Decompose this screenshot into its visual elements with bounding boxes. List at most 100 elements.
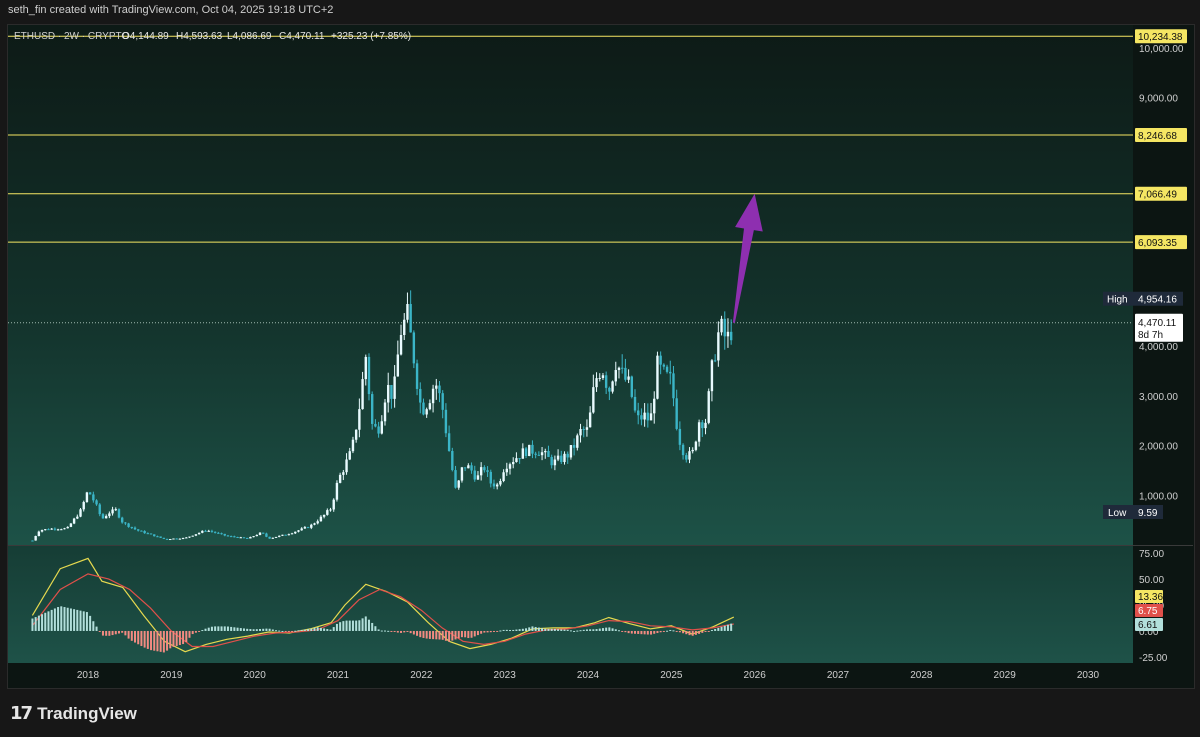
candle-body	[229, 536, 233, 538]
histogram-bar	[499, 630, 502, 632]
histogram-bar	[707, 630, 710, 632]
candle-body	[451, 450, 454, 471]
histogram-bar	[326, 629, 329, 631]
candle-body	[627, 376, 630, 380]
candle-body	[348, 451, 351, 460]
histogram-bar	[598, 628, 601, 631]
legend-change: +325.23 (+7.85%)	[331, 31, 411, 42]
candle-body	[53, 528, 57, 530]
histogram-bar	[172, 630, 175, 647]
histogram-bar	[153, 630, 156, 651]
histogram-bar	[201, 630, 204, 632]
candle-body	[422, 402, 425, 415]
histogram-bar	[348, 620, 351, 631]
histogram-bar	[79, 610, 82, 631]
histogram-bar	[268, 628, 271, 631]
candle-body	[483, 467, 486, 471]
histogram-bar	[688, 630, 691, 636]
candle-body	[146, 533, 150, 535]
candle-body	[319, 516, 323, 522]
histogram-bar	[675, 630, 678, 632]
candles-layer	[31, 193, 763, 542]
candle-body	[281, 534, 284, 536]
candle-body	[633, 396, 637, 411]
candle-body	[156, 536, 159, 538]
low-marker-box	[1103, 505, 1163, 519]
histogram-bar	[198, 630, 201, 632]
histogram-bar	[255, 629, 258, 631]
candle-body	[124, 522, 127, 524]
time-axis-tick: 2021	[327, 670, 350, 681]
histogram-bar	[146, 630, 149, 649]
histogram-bar	[617, 630, 620, 632]
candle-body	[444, 409, 448, 434]
indicator-layer	[31, 557, 735, 653]
histogram-bar	[246, 628, 249, 631]
histogram-bar	[31, 618, 34, 631]
candle-body	[178, 538, 182, 540]
histogram-bar	[226, 626, 229, 631]
tradingview-logo[interactable]: 𝟭𝟳 TradingView	[10, 703, 137, 724]
candle-body	[104, 516, 108, 519]
histogram-bar	[265, 628, 268, 631]
candle-body	[499, 480, 502, 485]
candle-body	[710, 360, 714, 392]
histogram-bar	[73, 609, 76, 631]
candle-body	[342, 472, 345, 475]
histogram-bar	[425, 630, 428, 639]
candle-body	[403, 319, 406, 335]
candle-body	[50, 528, 53, 530]
candle-body	[204, 530, 207, 532]
candle-body	[707, 391, 710, 423]
histogram-bar	[630, 630, 633, 634]
candle-body	[576, 435, 579, 448]
histogram-bar	[659, 630, 662, 633]
histogram-bar	[627, 630, 630, 634]
histogram-bar	[698, 630, 701, 634]
histogram-bar	[505, 629, 508, 631]
histogram-bar	[287, 630, 290, 632]
candle-body	[688, 451, 691, 460]
histogram-bar	[464, 630, 467, 638]
histogram-bar	[194, 630, 197, 633]
candle-body	[409, 304, 412, 333]
histogram-bar	[409, 630, 412, 634]
histogram-bar	[57, 607, 60, 631]
histogram-bar	[573, 630, 576, 632]
candle-body	[370, 394, 374, 424]
current-price-value: 4,470.11	[1138, 318, 1177, 329]
histogram-bar	[710, 630, 713, 632]
histogram-bar	[351, 620, 354, 631]
histogram-bar	[162, 630, 165, 653]
candle-body	[329, 509, 332, 511]
histogram-bar	[294, 630, 297, 632]
candle-body	[550, 456, 553, 466]
histogram-bar	[150, 630, 153, 651]
target-arrow	[732, 193, 763, 323]
candle-body	[377, 426, 380, 434]
histogram-bar	[393, 630, 396, 632]
candle-body	[656, 355, 659, 399]
histogram-bar	[435, 630, 438, 640]
histogram-bar	[63, 607, 66, 631]
histogram-bar	[37, 615, 40, 631]
candle-body	[233, 536, 236, 538]
candle-body	[678, 428, 682, 445]
candle-body	[34, 535, 37, 541]
histogram-bar	[210, 626, 213, 631]
histogram-bar	[624, 630, 627, 633]
histogram-bar	[220, 626, 223, 631]
histogram-bar	[694, 630, 697, 635]
candle-body	[646, 412, 650, 421]
histogram-bar	[358, 620, 361, 631]
candle-body	[524, 448, 528, 457]
candle-body	[723, 318, 726, 337]
histogram-bar	[595, 629, 598, 631]
candle-body	[701, 422, 704, 429]
candle-body	[345, 459, 348, 473]
indicator-axis-tick: 0.00	[1139, 627, 1159, 638]
candle-body	[643, 412, 646, 420]
candle-body	[479, 467, 483, 476]
indicator-value-tag	[1135, 604, 1163, 617]
histogram-bar	[489, 630, 492, 633]
